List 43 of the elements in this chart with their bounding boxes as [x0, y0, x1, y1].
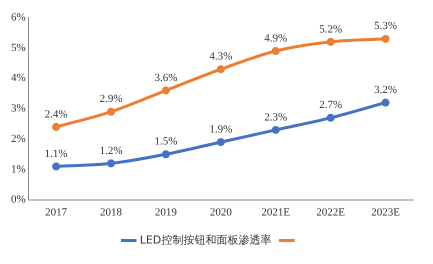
point	[326, 114, 335, 122]
y-tick-label: 1%	[10, 163, 26, 176]
point	[162, 86, 170, 94]
x-tick-label: 2018	[100, 206, 123, 218]
point	[272, 47, 280, 56]
point	[382, 98, 390, 107]
data-label: 4.3%	[209, 50, 232, 63]
data-label: 2.4%	[44, 108, 68, 120]
y-tick-label: 6%	[10, 11, 26, 24]
point	[326, 38, 335, 46]
point	[162, 150, 170, 158]
x-tick-label: 2017	[45, 206, 68, 218]
x-tick-label: 2021E	[261, 206, 290, 218]
point	[52, 122, 60, 131]
x-tick-label: 2023E	[371, 206, 400, 218]
y-tick-label: 0%	[10, 194, 26, 206]
data-label: 1.1%	[44, 148, 68, 160]
data-label: 5.2%	[319, 23, 342, 36]
data-label: 5.3%	[374, 20, 398, 32]
legend-label: LED控制按钮和面板渗透率	[140, 233, 272, 246]
point	[382, 34, 390, 43]
data-label: 3.6%	[154, 72, 178, 84]
y-tick-label: 5%	[10, 42, 26, 54]
data-label: 4.9%	[264, 32, 288, 44]
data-label: 2.9%	[100, 93, 122, 106]
point	[107, 159, 116, 168]
x-tick-label: 2019	[154, 206, 178, 218]
y-tick-label: 3%	[10, 102, 26, 115]
data-label: 3.2%	[374, 84, 398, 96]
data-label: 1.5%	[154, 136, 178, 148]
point	[107, 108, 116, 116]
point	[216, 138, 225, 146]
data-label: 2.7%	[319, 99, 342, 112]
data-label: 2.3%	[264, 111, 288, 124]
y-tick-label: 2%	[10, 132, 26, 145]
data-label: 1.9%	[209, 123, 232, 136]
point	[272, 126, 280, 134]
y-tick-label: 4%	[10, 72, 26, 84]
data-label: 1.2%	[100, 144, 122, 157]
point	[216, 65, 225, 74]
point	[52, 162, 60, 170]
x-tick-label: 2022E	[316, 206, 346, 218]
x-tick-label: 2020	[210, 206, 232, 218]
